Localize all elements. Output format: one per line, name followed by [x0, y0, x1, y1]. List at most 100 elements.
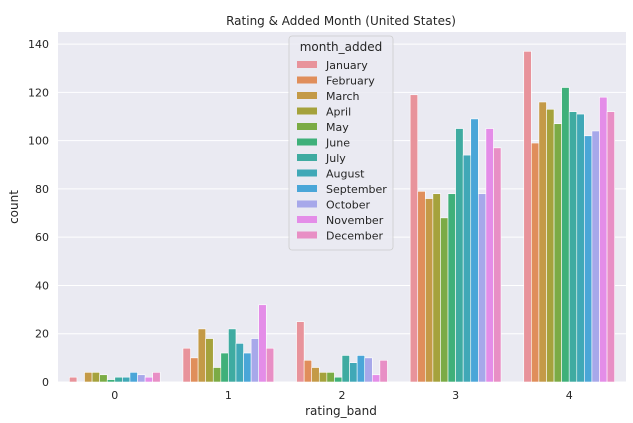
legend-label: July: [325, 152, 346, 165]
bar-may-0: [99, 374, 108, 383]
bar-january-3: [409, 94, 419, 383]
bar-july-4: [568, 111, 578, 383]
bar-august-0: [122, 376, 131, 383]
bar-december-2: [379, 359, 388, 383]
bar-august-1: [235, 343, 244, 383]
chart-title: Rating & Added Month (United States): [226, 14, 456, 28]
bar-may-4: [553, 123, 562, 383]
legend-swatch: [297, 231, 317, 239]
legend-swatch: [297, 138, 317, 146]
x-tick-label: 3: [452, 389, 459, 402]
legend-label: February: [326, 75, 375, 88]
bar-september-0: [129, 372, 138, 383]
bar-july-2: [341, 355, 350, 383]
y-tick-label: 140: [28, 38, 49, 51]
x-axis-ticks: 0 1 2 3 4: [111, 389, 572, 402]
bar-october-0: [137, 374, 146, 383]
y-tick-label: 100: [28, 135, 49, 148]
bar-march-1: [197, 328, 206, 383]
legend-box: [288, 35, 394, 251]
legend-swatch: [297, 92, 317, 99]
legend-label: November: [326, 214, 384, 227]
bar-august-2: [349, 362, 358, 383]
legend-label: March: [326, 90, 360, 103]
x-tick-label: 0: [111, 389, 118, 402]
legend-swatch: [297, 123, 317, 130]
bar-december-0: [152, 372, 161, 383]
bar-january-4: [523, 51, 532, 383]
y-axis-ticks: 0 20 40 60 80 100 120 140: [28, 38, 49, 389]
bar-june-4: [561, 87, 570, 383]
bar-november-2: [371, 374, 381, 383]
bar-november-3: [485, 128, 494, 383]
bar-october-4: [591, 130, 600, 383]
bar-march-2: [311, 367, 320, 383]
legend-swatch: [297, 107, 317, 115]
bars: [69, 51, 615, 383]
legend-swatch: [297, 169, 317, 177]
bar-september-1: [243, 352, 252, 383]
y-tick-label: 20: [35, 328, 49, 341]
bar-november-4: [599, 96, 608, 383]
legend-swatch: [297, 61, 317, 68]
bar-october-2: [364, 357, 373, 383]
x-tick-label: 1: [225, 389, 232, 402]
bar-november-1: [258, 304, 267, 383]
bar-april-0: [91, 372, 100, 383]
legend-swatch: [297, 216, 317, 223]
x-axis-label: rating_band: [305, 404, 377, 418]
bar-february-4: [531, 142, 540, 383]
bar-february-1: [190, 357, 199, 383]
legend-label: September: [326, 183, 387, 196]
bar-march-3: [425, 198, 434, 383]
bar-march-0: [84, 372, 93, 383]
legend-swatch: [297, 200, 317, 208]
bar-august-4: [576, 113, 585, 383]
bar-june-1: [220, 352, 229, 383]
bar-may-1: [212, 367, 222, 383]
y-tick-label: 120: [28, 86, 49, 99]
legend-swatch: [297, 185, 317, 192]
legend-label: January: [325, 59, 368, 72]
legend-label: May: [326, 121, 349, 134]
bar-july-1: [228, 328, 237, 383]
bar-october-3: [478, 193, 487, 383]
bar-april-4: [546, 108, 555, 383]
legend-label: April: [326, 106, 351, 119]
y-tick-label: 40: [35, 279, 49, 292]
bar-september-3: [470, 118, 479, 383]
bar-september-4: [584, 135, 593, 383]
bar-december-3: [493, 147, 502, 383]
legend: month_added January February March April May J…: [288, 35, 394, 251]
bar-april-1: [205, 338, 214, 383]
y-tick-label: 0: [42, 376, 49, 389]
legend-label: December: [326, 230, 384, 243]
legend-swatch: [297, 154, 317, 161]
bar-january-2: [296, 321, 305, 383]
x-tick-label: 2: [339, 389, 346, 402]
bar-february-3: [417, 191, 426, 383]
x-tick-label: 4: [566, 389, 573, 402]
bar-may-2: [326, 372, 335, 383]
bar-april-2: [318, 372, 328, 383]
legend-swatch: [297, 76, 317, 84]
bar-march-4: [538, 101, 547, 383]
bar-july-3: [455, 128, 464, 383]
y-axis-label: count: [7, 190, 21, 224]
bar-august-3: [462, 154, 472, 383]
y-tick-label: 60: [35, 231, 49, 244]
legend-label: June: [325, 137, 350, 150]
bar-december-1: [265, 347, 275, 383]
bar-june-0: [106, 379, 116, 383]
bar-april-3: [432, 193, 441, 383]
y-tick-label: 80: [35, 183, 49, 196]
bar-july-0: [114, 376, 123, 383]
bar-january-0: [69, 376, 78, 383]
bar-september-2: [356, 355, 366, 383]
bar-october-1: [250, 338, 259, 383]
legend-title: month_added: [300, 40, 383, 54]
bar-may-3: [440, 217, 449, 383]
legend-label: October: [326, 199, 370, 212]
bar-june-3: [447, 193, 456, 383]
